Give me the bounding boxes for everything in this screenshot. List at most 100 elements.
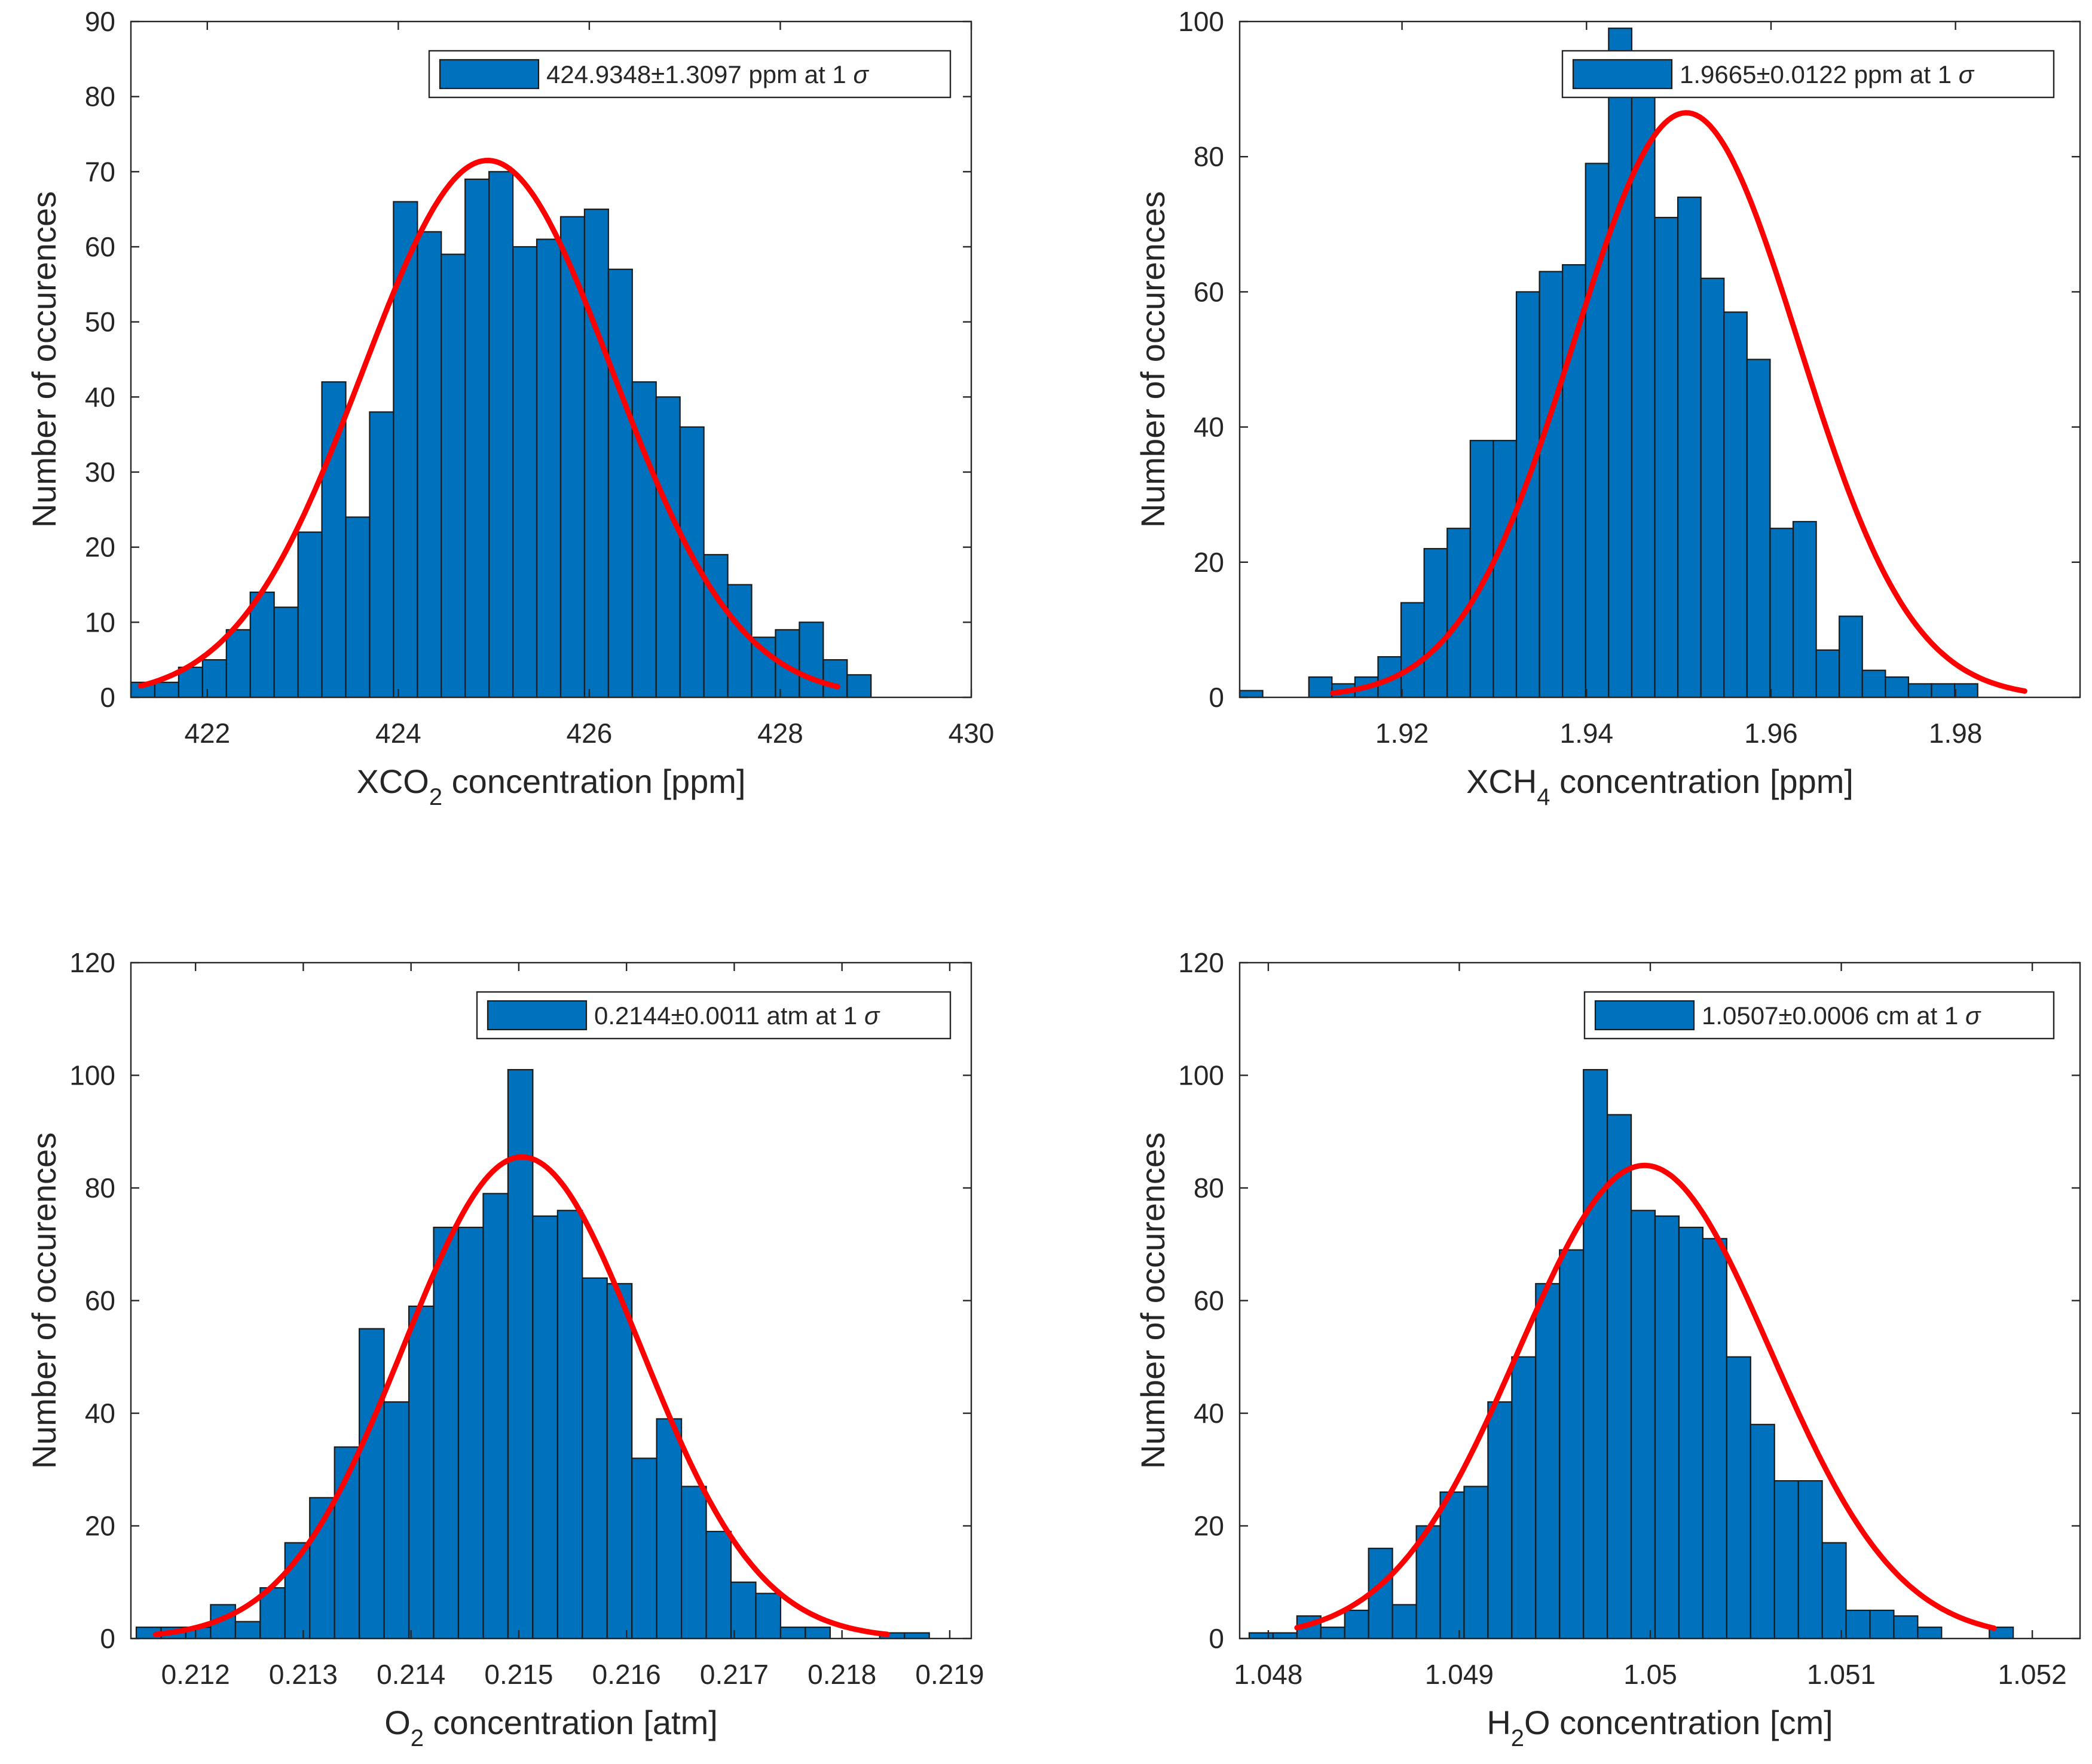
histogram-xch4-panel: 1.92 1.94 1.96 1.98 0 20 40 60 80 100 XCH4 concent… — [1134, 6, 2081, 810]
histogram-bar — [1931, 683, 1956, 699]
histogram-bar — [464, 178, 490, 699]
histogram-bar — [1320, 1627, 1345, 1640]
histogram-bar — [1630, 1209, 1656, 1640]
histogram-bar — [679, 426, 705, 699]
y-tick-label: 0 — [1209, 682, 1224, 713]
histogram-bar — [1583, 1068, 1608, 1640]
histogram-bar — [681, 1486, 707, 1640]
x-tick-label: 0.213 — [269, 1659, 338, 1690]
y-tick-label: 40 — [1194, 412, 1224, 443]
histogram-bar — [1750, 1423, 1775, 1640]
y-tick-label: 20 — [85, 1511, 115, 1542]
histogram-bar — [1585, 163, 1610, 699]
y-tick-label: 0 — [100, 682, 115, 713]
histogram-bar — [1954, 683, 1978, 699]
bars — [1248, 1068, 2014, 1640]
histogram-bar — [369, 411, 394, 699]
histogram-bar — [393, 201, 418, 699]
legend-label: 1.9665±0.0122 ppm at 1 σ — [1680, 60, 1975, 88]
x-tick-label: 1.94 — [1560, 718, 1614, 749]
x-tick-label: 1.051 — [1807, 1659, 1876, 1690]
y-tick-label: 60 — [85, 1285, 115, 1316]
histogram-bar — [822, 659, 848, 699]
histogram-bar — [1907, 683, 1932, 699]
y-tick-label: 80 — [1194, 141, 1224, 172]
histogram-bar — [582, 1277, 608, 1640]
histogram-bar — [1400, 602, 1425, 699]
gaussian-fit-line — [1294, 1162, 1997, 1631]
y-tick-label: 0 — [100, 1623, 115, 1654]
histogram-bar — [417, 231, 442, 699]
histogram-bar — [1726, 1356, 1751, 1640]
x-tick-label: 422 — [184, 718, 230, 749]
y-tick-label: 50 — [85, 307, 115, 338]
histogram-bar — [656, 1418, 683, 1640]
histogram-bar — [556, 1209, 583, 1640]
y-tick-label: 80 — [85, 81, 115, 112]
x-tick-label: 426 — [567, 718, 613, 749]
histogram-o2-panel: 0.212 0.213 0.214 0.215 0.216 0.217 0.218 0.219… — [25, 947, 984, 1751]
histogram-bar — [1869, 1609, 1895, 1640]
histogram-bar — [703, 554, 729, 699]
y-tick-label: 10 — [85, 607, 115, 638]
x-tick-label: 0.219 — [915, 1659, 984, 1690]
x-tick-label: 0.215 — [484, 1659, 553, 1690]
histogram-bar — [383, 1401, 410, 1640]
histogram-bar — [755, 1592, 782, 1640]
histogram-bar — [1559, 1249, 1585, 1640]
histogram-bar — [234, 1621, 261, 1640]
gaussian-fit-line — [137, 158, 840, 690]
y-tick-label: 80 — [85, 1172, 115, 1203]
legend-swatch — [1572, 59, 1673, 90]
y-tick-label: 60 — [1194, 276, 1224, 307]
histogram-bar — [154, 681, 179, 699]
legend: 1.9665±0.0122 ppm at 1 σ — [1561, 50, 2055, 99]
histogram-bar — [441, 253, 466, 699]
x-tick-label: 0.217 — [700, 1659, 769, 1690]
histogram-bar — [1702, 1238, 1727, 1640]
histogram-bar — [730, 1581, 757, 1640]
histogram-bar — [1608, 27, 1633, 699]
histogram-bar — [1607, 1114, 1632, 1640]
histogram-bar — [1723, 311, 1748, 699]
histogram-bar — [1631, 68, 1656, 699]
y-tick-label: 30 — [85, 457, 115, 488]
x-axis-label: H2O concentration [cm] — [1487, 1704, 1833, 1751]
histogram-bar — [1344, 1609, 1369, 1640]
histogram-bar — [1677, 196, 1702, 699]
y-tick-label: 60 — [1194, 1285, 1224, 1316]
histogram-bar — [512, 246, 538, 699]
histogram-bar — [1423, 548, 1448, 699]
histogram-bar — [345, 516, 371, 699]
legend-box — [1561, 50, 2055, 99]
histogram-bar — [1821, 1542, 1847, 1640]
histogram-bar — [1917, 1627, 1943, 1640]
histogram-bar — [606, 1283, 633, 1640]
bars — [135, 1068, 930, 1640]
histogram-bar — [1511, 1356, 1537, 1640]
legend-label: 0.2144±0.0011 atm at 1 σ — [594, 1002, 880, 1030]
histogram-bar — [532, 1215, 558, 1640]
histogram-bar — [1446, 528, 1471, 699]
histogram-bar — [799, 621, 824, 699]
histogram-bar — [1272, 1632, 1298, 1640]
histogram-bar — [1654, 216, 1679, 699]
histogram-bar — [297, 531, 323, 699]
legend: 424.9348±1.3097 ppm at 1 σ — [428, 50, 952, 99]
x-axis-label: O2 concentration [atm] — [384, 1704, 718, 1751]
legend-label: 424.9348±1.3097 ppm at 1 σ — [546, 60, 869, 88]
x-tick-label: 0.216 — [592, 1659, 661, 1690]
y-tick-label: 20 — [1194, 547, 1224, 578]
axes-frame — [1238, 20, 2081, 699]
histogram-bar — [1792, 520, 1817, 699]
y-tick-label: 60 — [85, 231, 115, 262]
histogram-xco2-panel: 422 424 426 428 430 0 10 20 30 40 50 60 70 80 90 XCO2 c… — [25, 6, 994, 810]
x-axis-label: XCO2 concentration [ppm] — [357, 762, 746, 810]
histogram-bar — [273, 607, 299, 699]
histogram-bar — [1562, 264, 1586, 699]
y-tick-label: 40 — [85, 381, 115, 412]
histogram-bar — [727, 584, 753, 699]
bars — [1238, 27, 1978, 699]
y-axis-label: Number of occurences — [1134, 191, 1172, 528]
y-axis-label: Number of occurences — [25, 1132, 63, 1469]
